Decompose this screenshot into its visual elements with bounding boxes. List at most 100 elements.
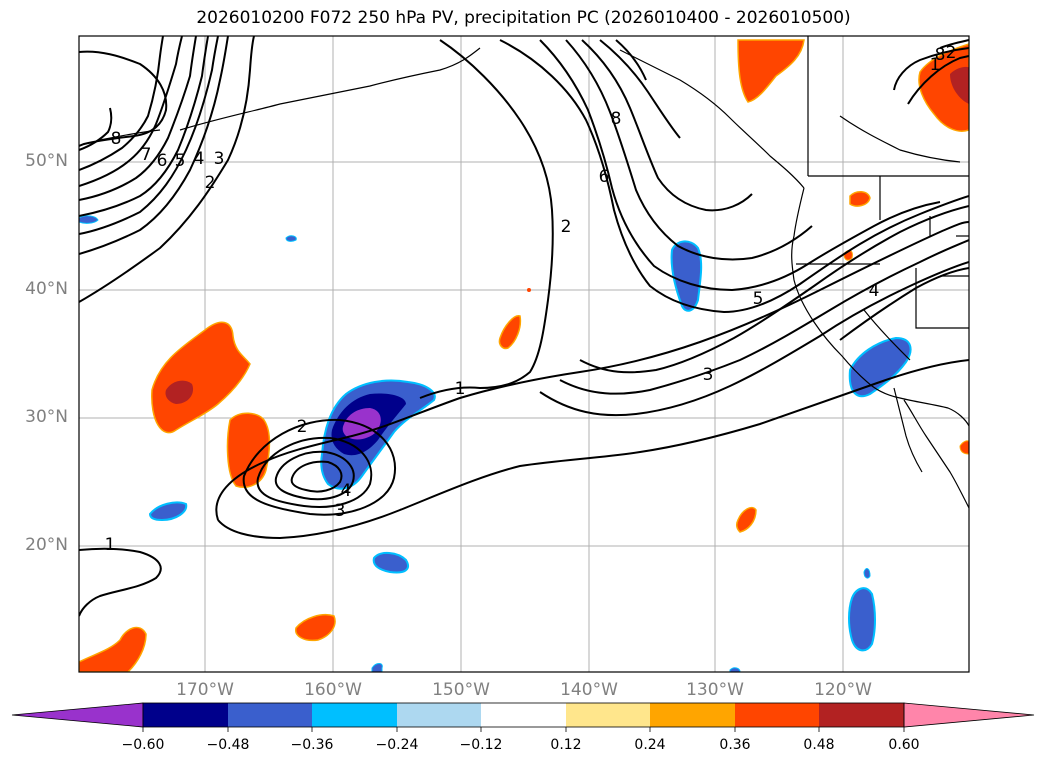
contour-line (217, 359, 969, 540)
colorbar-extend-high (903, 702, 1035, 728)
precip-area (670, 240, 703, 312)
precip-area (737, 39, 805, 103)
colorbar (11, 702, 1035, 732)
precip-area (527, 288, 531, 292)
precip-positive (79, 39, 969, 672)
contour-line (539, 39, 941, 292)
map-frame (78, 35, 970, 673)
contour-label: 8 (935, 45, 946, 65)
colorbar-tick-label: −0.48 (206, 737, 250, 753)
lon-label-150w: 150°W (432, 680, 490, 700)
contour-label: 2 (205, 173, 216, 193)
map-title: 2026010200 F072 250 hPa PV, precipitatio… (196, 8, 851, 28)
contour-line (79, 36, 255, 303)
contour-line (499, 39, 969, 314)
colorbar-segment (228, 703, 312, 727)
contour-label: 6 (157, 151, 168, 171)
precip-area (148, 501, 188, 522)
precip-area (848, 336, 912, 398)
contour-line (565, 39, 813, 261)
contour-label: 4 (869, 281, 880, 301)
lon-label-120w: 120°W (814, 680, 872, 700)
precip-area (79, 215, 99, 224)
lat-label-30n: 30°N (25, 407, 68, 427)
precip-area (498, 315, 522, 350)
contour-line (215, 221, 969, 521)
colorbar-tick-label: 0.12 (550, 737, 582, 753)
contour-label: 1 (105, 535, 116, 555)
colorbar-segment (566, 703, 650, 727)
contour-line (939, 39, 969, 49)
contour-line (599, 39, 681, 139)
contour-label: 3 (335, 501, 346, 521)
contour-label: 3 (214, 149, 225, 169)
colorbar-tick-label: −0.24 (375, 737, 419, 753)
contour-label: 3 (703, 365, 714, 385)
colorbar-tick-label: 0.36 (719, 737, 751, 753)
colorbar-segment (312, 703, 397, 727)
colorbar-tick-label: 0.48 (803, 737, 835, 753)
contour-label: 7 (141, 145, 152, 165)
contour-label: 1 (455, 379, 466, 399)
contour-line (907, 55, 969, 105)
precip-area (848, 587, 876, 652)
colorbar-extend-low (11, 702, 144, 728)
contour-line (242, 418, 396, 516)
contour-label: 8 (611, 109, 622, 129)
colorbar-segment (735, 703, 819, 727)
contour-line (79, 36, 197, 201)
colorbar-tick-label: −0.12 (459, 737, 503, 753)
contour-line (79, 36, 164, 171)
precip-area (165, 380, 194, 404)
precip-area (151, 321, 251, 434)
contour-line (79, 547, 162, 617)
colorbar-segment (143, 703, 228, 727)
contour-line (559, 239, 969, 395)
lon-label-160w: 160°W (304, 680, 362, 700)
colorbar-tick-label: −0.60 (121, 737, 165, 753)
contour-line (79, 36, 229, 255)
precip-area (950, 66, 969, 104)
contour-labels: 8 7 6 5 4 3 2 1 2 3 4 1 8 6 2 5 3 4 8 2 … (105, 43, 957, 555)
contour-line (79, 50, 168, 147)
lat-label-50n: 50°N (25, 151, 68, 171)
contour-line (615, 39, 647, 81)
contour-line (539, 261, 969, 417)
contour-line (893, 47, 969, 91)
contour-line (839, 267, 969, 341)
contour-label: 5 (175, 151, 186, 171)
contour-line (419, 39, 554, 399)
precip-area (79, 626, 147, 672)
contour-label: 1 (930, 55, 941, 75)
contour-label: 2 (946, 43, 957, 63)
colorbar-tick-label: 0.60 (888, 737, 920, 753)
contour-line (256, 436, 373, 508)
precip-area (226, 412, 271, 488)
contour-label: 4 (194, 149, 205, 169)
precip-area (729, 667, 741, 672)
lon-label-140w: 140°W (560, 680, 618, 700)
contour-label: 2 (561, 217, 572, 237)
precip-area (285, 235, 297, 242)
colorbar-segment (650, 703, 735, 727)
contour-label: 2 (297, 417, 308, 437)
lat-label-20n: 20°N (25, 535, 68, 555)
contour-line (290, 460, 343, 493)
precip-area (918, 43, 969, 132)
colorbar-tick-label: 0.24 (634, 737, 666, 753)
contour-label: 8 (111, 129, 122, 149)
colorbar-segment (397, 703, 481, 727)
lon-label-130w: 130°W (686, 680, 744, 700)
precip-area (295, 614, 336, 642)
lat-label-40n: 40°N (25, 279, 68, 299)
pv-contours (79, 36, 969, 617)
precip-area (849, 191, 871, 207)
lon-label-170w: 170°W (176, 680, 234, 700)
contour-line (79, 107, 113, 151)
precip-area (342, 408, 381, 440)
contour-line (79, 36, 209, 217)
contour-line (581, 39, 753, 212)
precip-area (863, 568, 871, 579)
contour-line (274, 450, 355, 501)
